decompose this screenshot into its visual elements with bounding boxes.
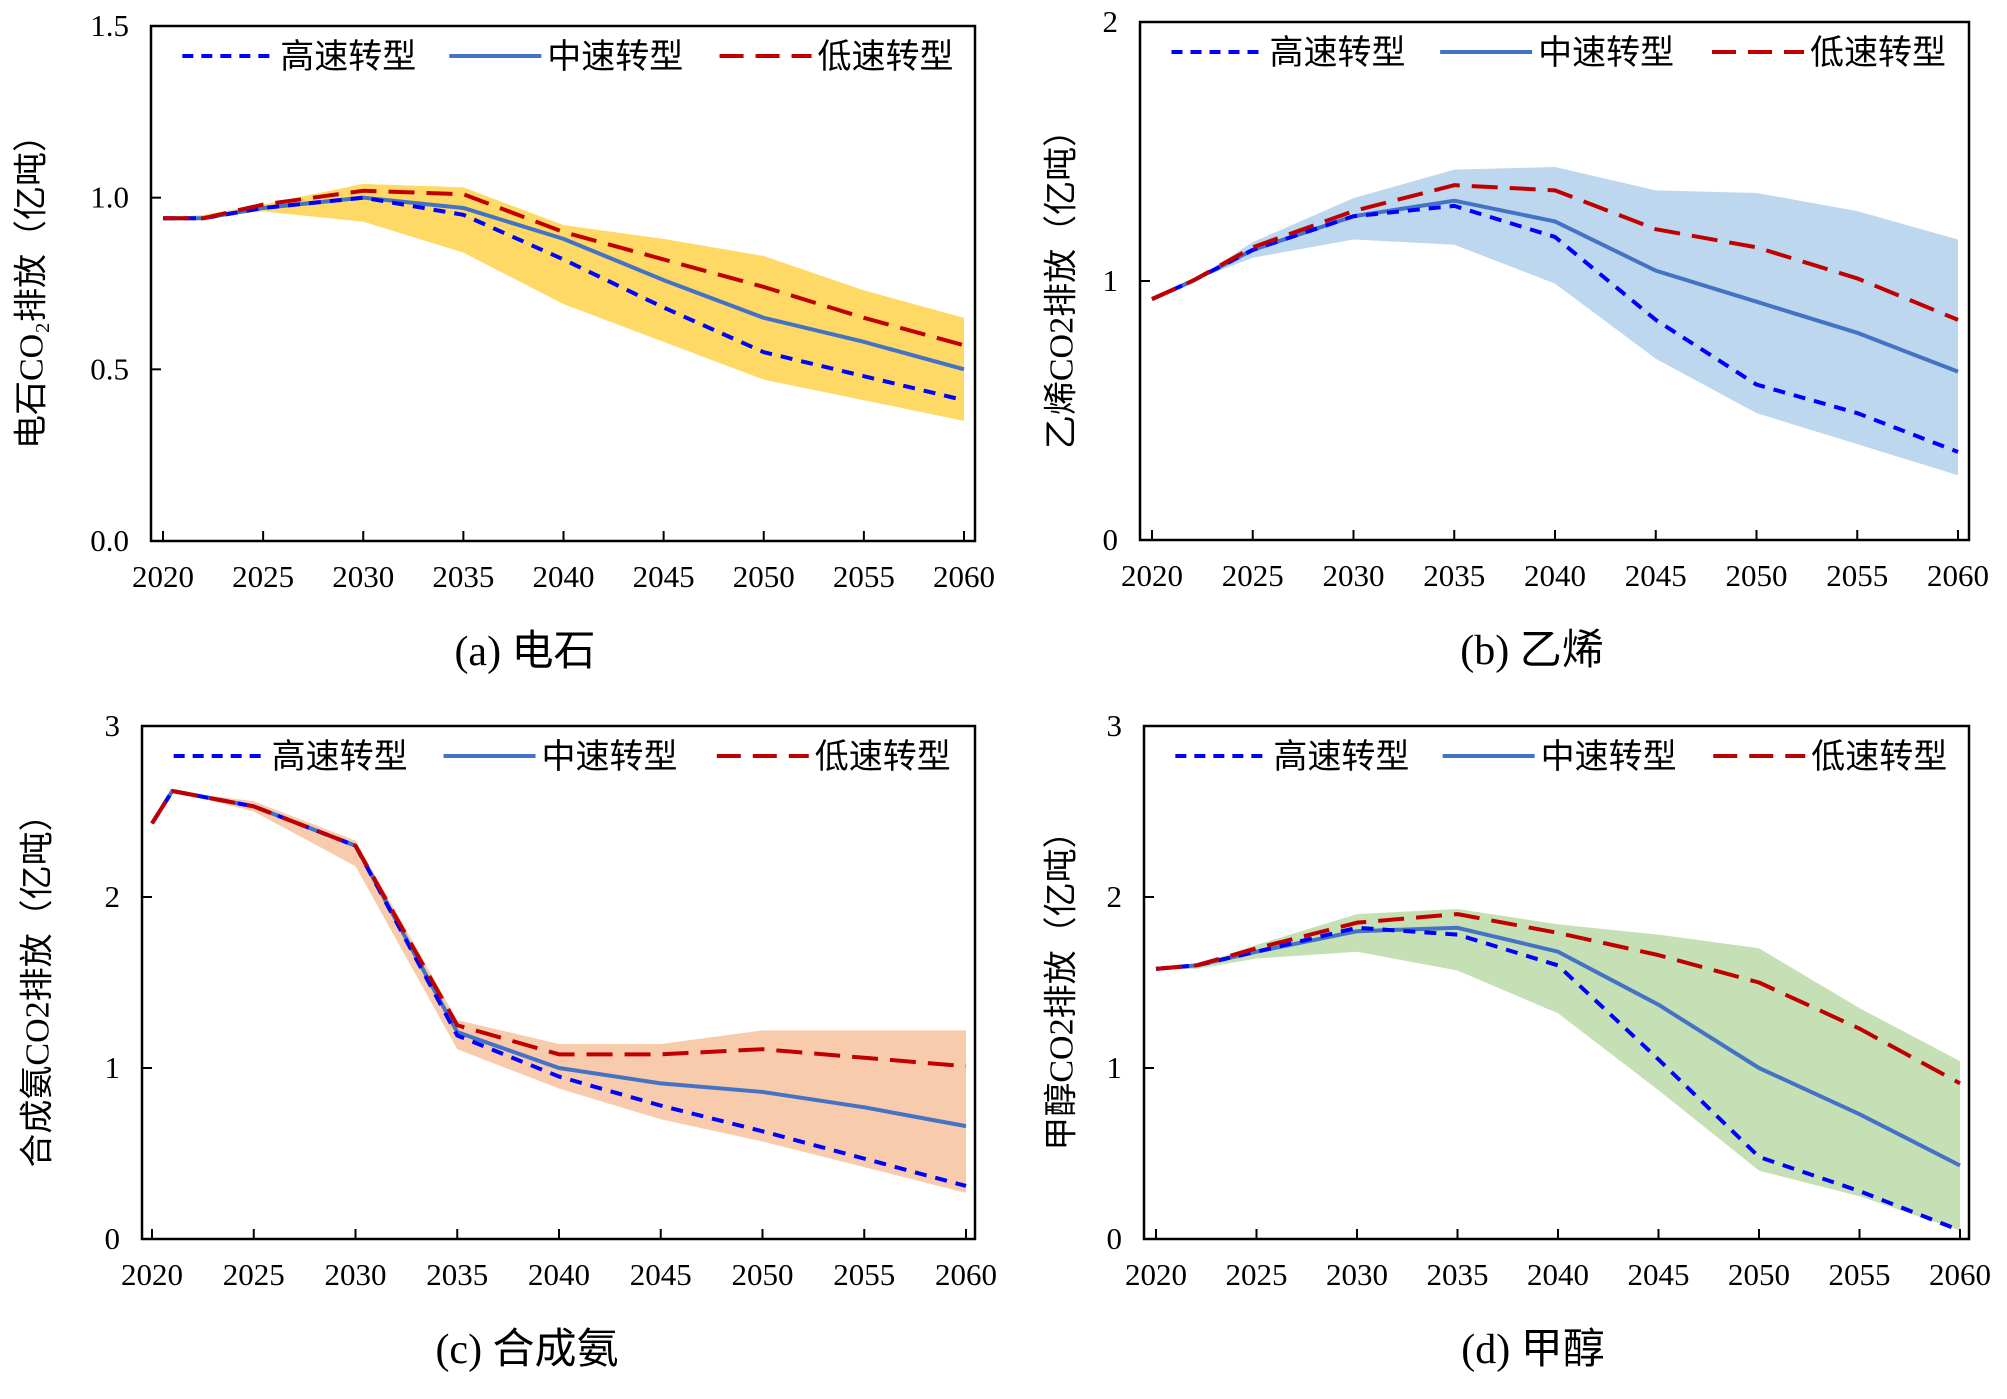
legend-label: 低速转型 (1811, 738, 1947, 776)
legend-label: 中速转型 (542, 738, 678, 776)
x-tick-label: 2050 (1728, 1257, 1790, 1292)
x-tick-label: 2055 (833, 1257, 895, 1292)
x-tick-label: 2030 (1323, 558, 1385, 593)
y-tick-label: 0 (1103, 522, 1119, 557)
x-tick-label: 2040 (533, 559, 595, 594)
x-tick-label: 2060 (1929, 1257, 1991, 1292)
x-tick-label: 2040 (528, 1257, 590, 1292)
chart-title: (c) 合成氨 (435, 1327, 618, 1373)
plot-frame (1142, 724, 1971, 1241)
chart-panel-2: 2020 2025 2030 2035 2040 2045 2050 2055 2060 0 1 2 3… (19, 708, 998, 1373)
legend-label: 高速转型 (272, 738, 408, 776)
x-tick-label: 2020 (121, 1257, 183, 1292)
series-line-low (150, 788, 967, 1069)
y-tick-label: 0 (105, 1221, 121, 1256)
series-line-low (1155, 912, 1961, 1086)
x-tick-label: 2025 (232, 559, 294, 594)
chart-panel-3: 2020 2025 2030 2035 2040 2045 2050 2055 2060 0 1 2 3… (1043, 708, 1992, 1373)
uncertainty-band (1152, 167, 1958, 476)
x-tick-label: 2020 (1125, 1257, 1187, 1292)
x-tick-label: 2055 (1829, 1257, 1891, 1292)
x-tick-label: 2035 (426, 1257, 488, 1292)
y-axis-label: 甲醇CO2排放（亿吨） (1043, 814, 1081, 1150)
y-tick-label: 1.5 (90, 8, 129, 43)
x-tick-label: 2060 (935, 1257, 997, 1292)
x-tick-label: 2045 (1628, 1257, 1690, 1292)
y-tick-label: 2 (1103, 4, 1119, 39)
series-line-low (163, 188, 965, 348)
series-line-high (1155, 925, 1961, 1233)
x-tick-label: 2035 (1427, 1257, 1489, 1292)
y-tick-label: 3 (105, 708, 121, 743)
y-tick-label: 0 (1107, 1221, 1123, 1256)
x-tick-label: 2060 (1927, 558, 1989, 593)
x-tick-label: 2045 (1625, 558, 1687, 593)
legend-label: 低速转型 (818, 38, 954, 76)
legend-label: 低速转型 (1810, 34, 1946, 72)
uncertainty-band (1156, 908, 1960, 1231)
legend-label: 中速转型 (1541, 738, 1677, 776)
uncertainty-band (163, 183, 964, 421)
x-tick-label: 2050 (732, 1257, 794, 1292)
chart-panel-0: 2020 2025 2030 2035 2040 2045 2050 2055 2060 0.0 0… (13, 8, 996, 675)
y-tick-label: 2 (105, 879, 121, 914)
y-tick-label: 1 (1103, 263, 1119, 298)
x-tick-label: 2030 (325, 1257, 387, 1292)
x-tick-label: 2025 (223, 1257, 285, 1292)
x-tick-label: 2025 (1222, 558, 1284, 593)
x-tick-label: 2050 (1726, 558, 1788, 593)
y-axis-label: 电石CO₂排放（亿吨） (13, 118, 51, 449)
x-tick-label: 2045 (633, 559, 695, 594)
y-tick-label: 3 (1107, 708, 1123, 743)
x-tick-label: 2035 (432, 559, 494, 594)
x-tick-label: 2045 (630, 1257, 692, 1292)
series-line-high (163, 195, 965, 403)
x-tick-label: 2035 (1423, 558, 1485, 593)
legend-label: 中速转型 (547, 38, 683, 76)
uncertainty-band (152, 790, 966, 1193)
x-tick-label: 2040 (1524, 558, 1586, 593)
x-tick-label: 2020 (132, 559, 194, 594)
chart-title: (d) 甲醇 (1461, 1327, 1604, 1373)
y-tick-label: 1 (1107, 1050, 1123, 1085)
chart-panel-1: 2020 2025 2030 2035 2040 2045 2050 2055 2060 0 1 2 乙… (1043, 4, 1990, 674)
legend-label: 低速转型 (815, 738, 951, 776)
y-axis-label: 乙烯CO2排放（亿吨） (1043, 113, 1081, 449)
y-tick-label: 0.5 (90, 351, 129, 386)
series-line-low (1151, 183, 1959, 322)
y-tick-label: 0.0 (90, 523, 129, 558)
legend-label: 中速转型 (1538, 34, 1674, 72)
x-tick-label: 2020 (1121, 558, 1183, 593)
y-tick-label: 1 (105, 1050, 121, 1085)
legend-label: 高速转型 (1270, 34, 1406, 72)
x-tick-label: 2030 (332, 559, 394, 594)
y-axis-label: 合成氨CO2排放（亿吨） (19, 797, 57, 1167)
x-tick-label: 2055 (1826, 558, 1888, 593)
x-tick-label: 2060 (933, 559, 995, 594)
x-tick-label: 2055 (833, 559, 895, 594)
x-tick-label: 2050 (733, 559, 795, 594)
x-tick-label: 2040 (1527, 1257, 1589, 1292)
x-tick-label: 2030 (1326, 1257, 1388, 1292)
y-tick-label: 2 (1107, 879, 1123, 914)
legend-label: 高速转型 (1273, 738, 1409, 776)
chart-title: (b) 乙烯 (1460, 628, 1603, 674)
legend-label: 高速转型 (280, 38, 416, 76)
chart-title: (a) 电石 (454, 629, 595, 675)
x-tick-label: 2025 (1226, 1257, 1288, 1292)
y-tick-label: 1.0 (90, 180, 129, 215)
